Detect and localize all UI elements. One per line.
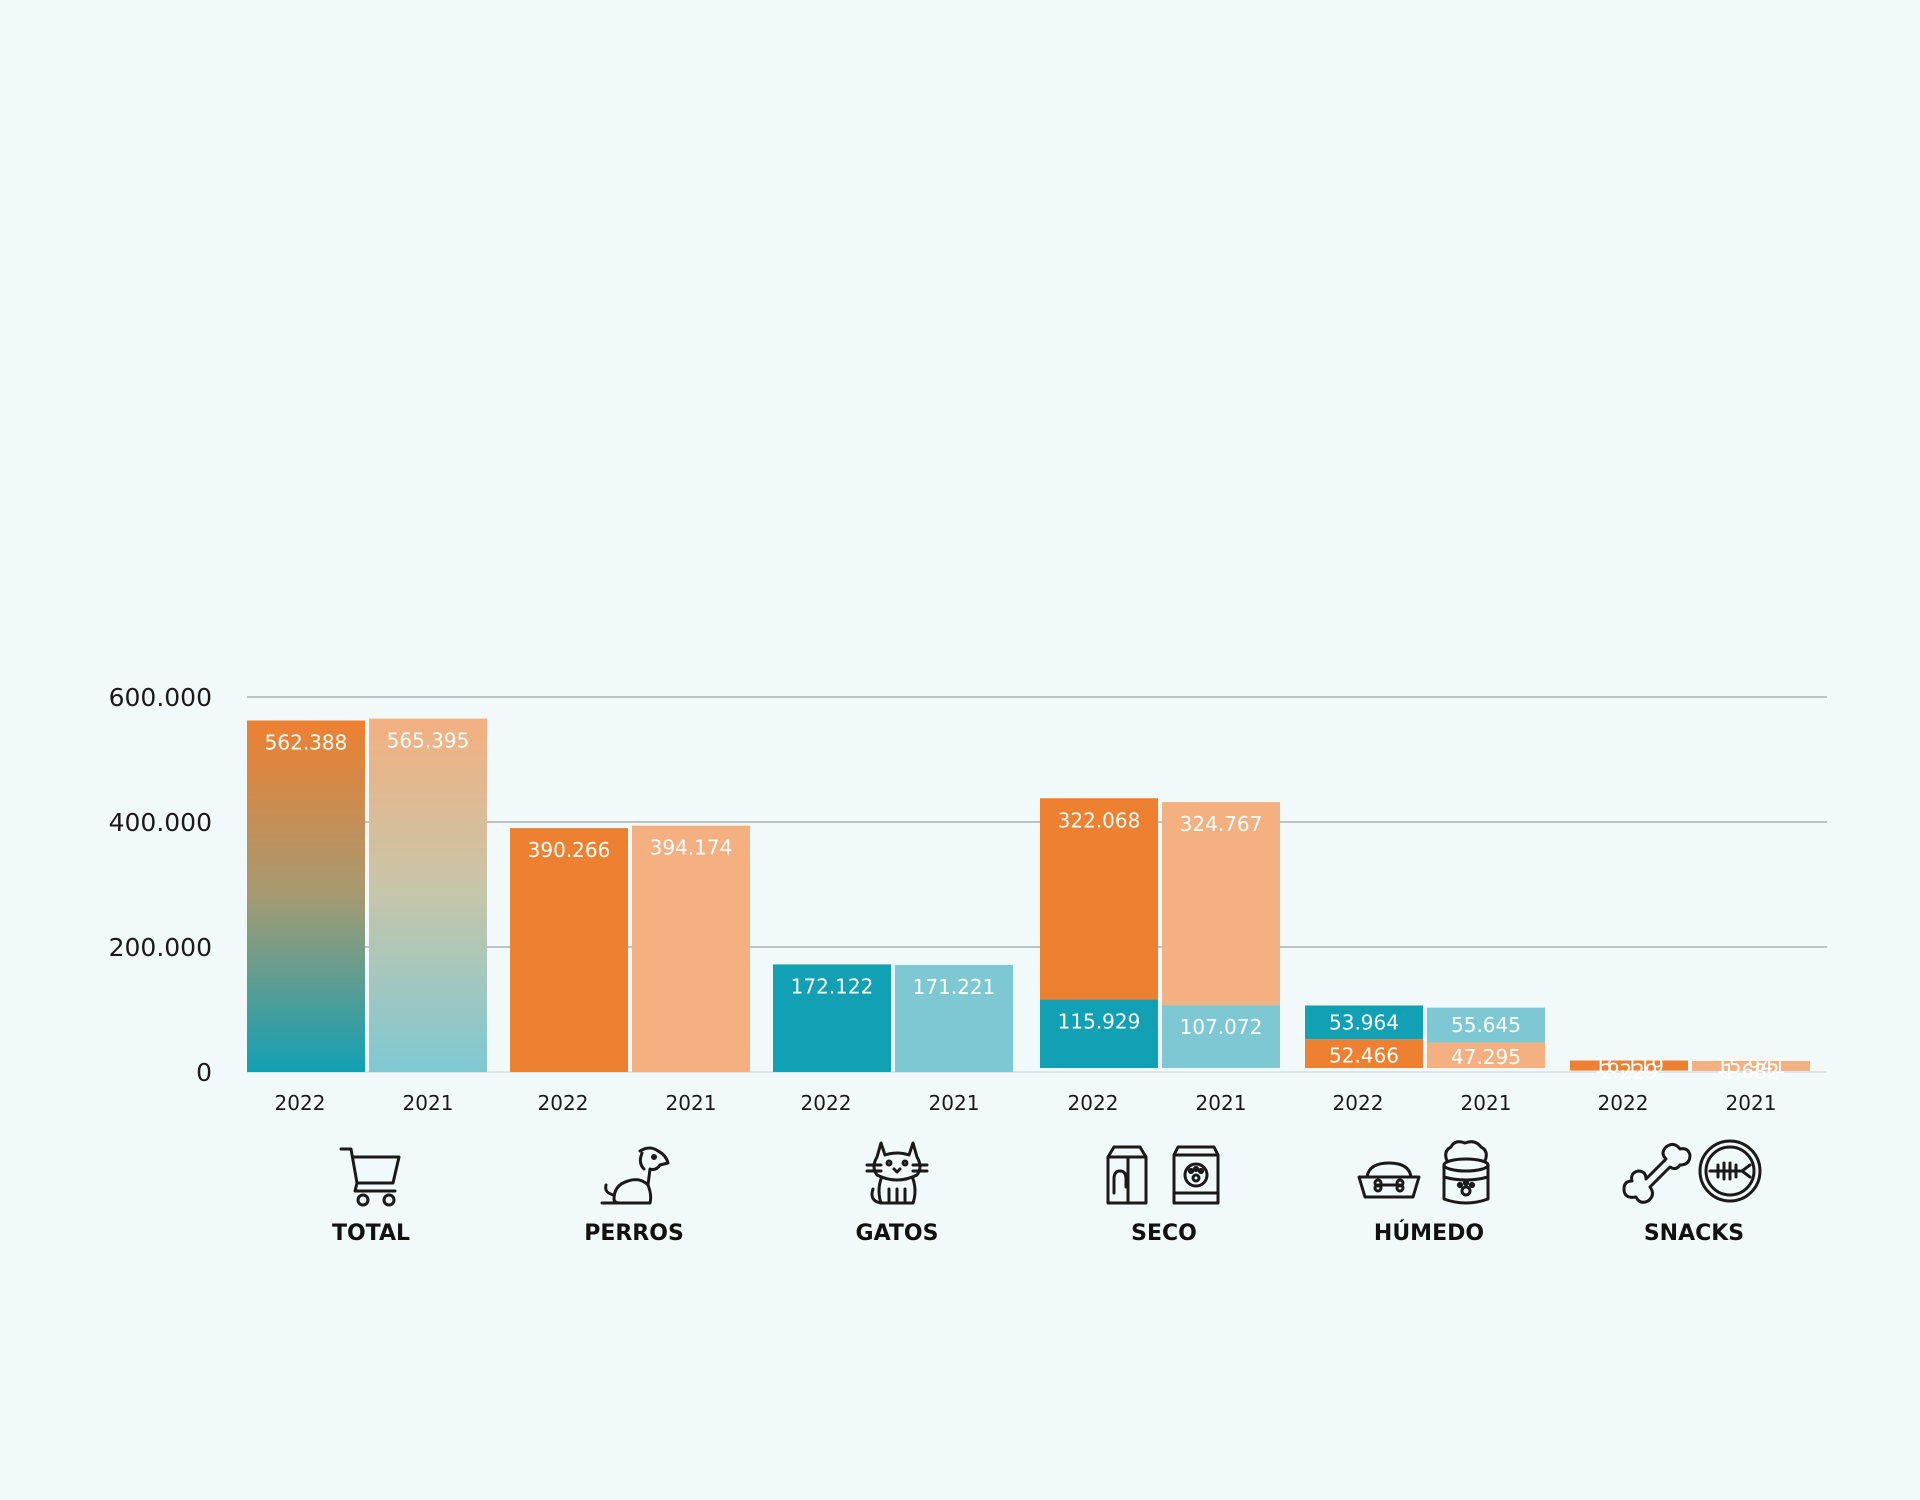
year-tick-label: 2022 [538, 1091, 589, 1115]
value-label: 394.174 [650, 836, 733, 860]
year-tick-label: 2022 [1598, 1091, 1649, 1115]
bar-segment [1305, 1039, 1423, 1068]
bar-segment [895, 964, 1013, 1072]
bar-segment [510, 828, 628, 1072]
category-label: TOTAL [332, 1221, 410, 1246]
value-label: 1.682 [1722, 1059, 1779, 1083]
year-tick-label: 2022 [801, 1091, 852, 1115]
value-label: 53.964 [1329, 1010, 1399, 1034]
labels-layer: 0 200.000 400.000 600.000 562.388 2022 565.395… [109, 683, 1786, 1246]
shopping-cart-icon [339, 1147, 401, 1207]
value-label: 47.295 [1451, 1045, 1521, 1069]
value-label: 15.941 [1716, 1054, 1786, 1078]
value-label: 107.072 [1180, 1015, 1263, 1039]
y-tick-label: 600.000 [109, 683, 212, 712]
category-label: PERROS [584, 1221, 684, 1246]
bar-segment [1692, 1060, 1810, 1071]
value-label: 562.388 [265, 731, 348, 755]
year-tick-label: 2021 [1726, 1091, 1777, 1115]
bars-layer [247, 718, 1810, 1072]
category-label: GATOS [856, 1221, 939, 1246]
value-label: 16.119 [1594, 1054, 1664, 1078]
year-tick-label: 2021 [929, 1091, 980, 1115]
bar-segment [369, 718, 487, 1072]
category-label: SNACKS [1644, 1221, 1744, 1246]
value-label: 171.221 [913, 975, 996, 999]
y-tick-label: 400.000 [109, 808, 212, 837]
fish-treat-icon [1698, 1139, 1762, 1203]
year-tick-label: 2021 [403, 1091, 454, 1115]
value-label: 52.466 [1329, 1044, 1399, 1068]
dog-icon [600, 1146, 670, 1205]
value-label: 565.395 [387, 729, 470, 753]
icons-layer [339, 1139, 1762, 1207]
value-label: 390.266 [528, 838, 611, 862]
year-tick-label: 2021 [1196, 1091, 1247, 1115]
cat-icon [865, 1141, 929, 1205]
value-label: 115.929 [1058, 1010, 1141, 1034]
y-tick-label: 0 [196, 1058, 212, 1087]
year-tick-label: 2022 [1333, 1091, 1384, 1115]
value-label: 322.068 [1058, 808, 1141, 832]
dry-food-bag-icon [1106, 1145, 1148, 1205]
category-label: SECO [1131, 1221, 1197, 1246]
value-label: 55.645 [1451, 1013, 1521, 1037]
bar-segment [1040, 798, 1158, 1000]
year-tick-label: 2022 [1068, 1091, 1119, 1115]
bone-icon [1622, 1142, 1692, 1204]
food-bowl-icon [1357, 1161, 1421, 1199]
bar-segment [1162, 802, 1280, 1006]
category-label: HÚMEDO [1374, 1220, 1484, 1246]
bar-segment [632, 825, 750, 1072]
bar-segment [1162, 1005, 1280, 1068]
bar-segment [1570, 1060, 1688, 1071]
pet-food-bag-icon [1172, 1145, 1220, 1205]
year-tick-label: 2021 [1461, 1091, 1512, 1115]
bar-segment [1040, 999, 1158, 1068]
wet-food-can-icon [1442, 1140, 1490, 1205]
bar-segment [773, 964, 891, 1072]
value-label: 324.767 [1180, 812, 1263, 836]
bar-segment [1427, 1042, 1545, 1068]
y-tick-label: 200.000 [109, 933, 212, 962]
year-tick-label: 2021 [666, 1091, 717, 1115]
bar-segment [1427, 1007, 1545, 1043]
bar-segment [1305, 1005, 1423, 1040]
value-label: 172.122 [791, 974, 874, 998]
bar-segment [247, 720, 365, 1072]
value-label: 2.229 [1600, 1059, 1657, 1083]
year-tick-label: 2022 [275, 1091, 326, 1115]
